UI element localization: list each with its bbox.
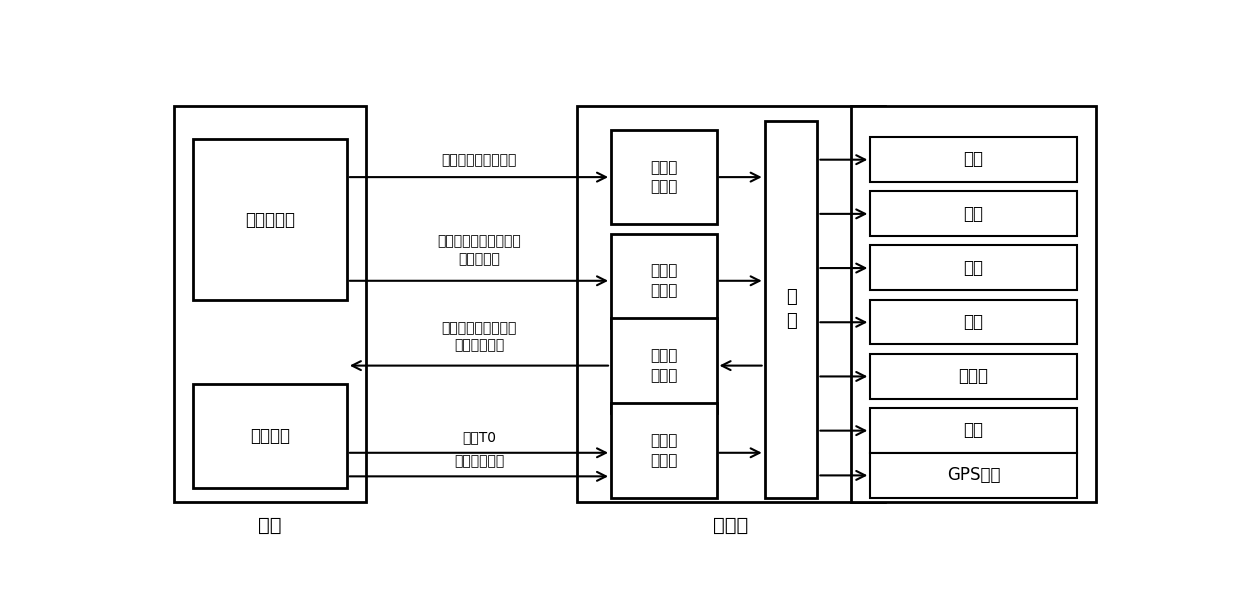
Bar bbox=[870, 137, 1077, 182]
Bar bbox=[870, 300, 1077, 345]
Bar bbox=[193, 140, 347, 300]
Bar bbox=[173, 106, 367, 502]
Text: 中心T0: 中心T0 bbox=[462, 430, 497, 444]
Text: 中心送来的指令（十五
分钟准备）: 中心送来的指令（十五 分钟准备） bbox=[437, 234, 522, 266]
Bar bbox=[870, 408, 1077, 453]
Text: 通信系统: 通信系统 bbox=[250, 427, 290, 446]
Bar bbox=[611, 234, 716, 328]
Text: 状态管
理模块: 状态管 理模块 bbox=[650, 348, 678, 383]
Text: 总
线: 总 线 bbox=[786, 288, 797, 330]
Text: 监控服务器: 监控服务器 bbox=[245, 211, 295, 228]
Text: 待机: 待机 bbox=[964, 151, 984, 168]
Text: 程引: 程引 bbox=[964, 313, 984, 331]
Text: 扫描: 扫描 bbox=[964, 422, 984, 439]
Text: 数引: 数引 bbox=[964, 259, 984, 277]
Text: 自跟踪: 自跟踪 bbox=[959, 367, 989, 385]
Text: 理论弹道和任务弧段: 理论弹道和任务弧段 bbox=[442, 154, 517, 168]
Text: 自动跟
踪模块: 自动跟 踪模块 bbox=[650, 263, 678, 298]
Text: 中心数引数据: 中心数引数据 bbox=[455, 454, 504, 468]
Text: 自动跟
踪模块: 自动跟 踪模块 bbox=[650, 160, 678, 195]
Text: 数据接
收模块: 数据接 收模块 bbox=[650, 433, 678, 468]
Bar bbox=[611, 130, 716, 224]
Text: 设备端: 设备端 bbox=[714, 517, 748, 536]
Bar bbox=[870, 245, 1077, 290]
Bar bbox=[611, 403, 716, 498]
Bar bbox=[193, 384, 347, 488]
Bar bbox=[870, 453, 1077, 498]
Bar bbox=[577, 106, 885, 502]
Text: 远端: 远端 bbox=[259, 517, 281, 536]
Text: GPS引导: GPS引导 bbox=[947, 466, 1000, 484]
Bar bbox=[611, 318, 716, 412]
Text: 手动: 手动 bbox=[964, 204, 984, 223]
Bar bbox=[870, 354, 1077, 398]
Bar bbox=[764, 121, 818, 498]
Text: 分设备准备情况上报
设备状态上报: 分设备准备情况上报 设备状态上报 bbox=[442, 321, 517, 353]
Bar bbox=[851, 106, 1097, 502]
Bar bbox=[870, 191, 1077, 236]
